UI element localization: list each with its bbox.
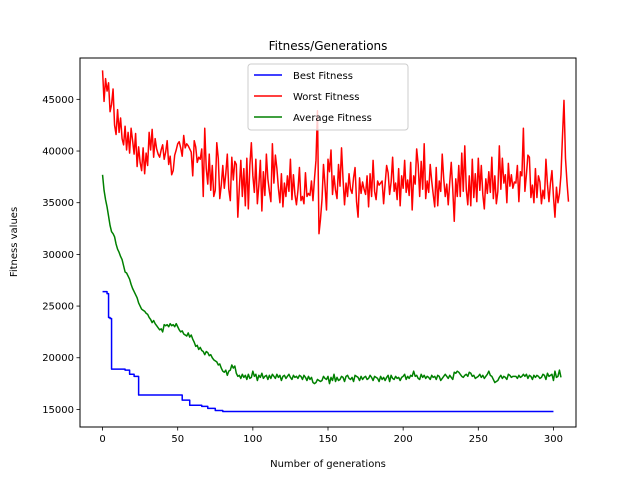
x-tick-label: 200 [394, 434, 413, 445]
x-tick-label: 150 [318, 434, 337, 445]
y-axis-label: Fitness values [9, 207, 20, 277]
legend-label: Average Fitness [293, 113, 372, 124]
plot-lines [101, 70, 570, 413]
series-line-average-fitness [101, 174, 562, 385]
y-tick-label: 30000 [42, 250, 74, 261]
y-tick-label: 20000 [42, 353, 74, 364]
y-tick-label: 35000 [42, 198, 74, 209]
x-tick-label: 50 [171, 434, 184, 445]
legend-label: Best Fitness [293, 71, 353, 82]
legend-box [247, 63, 409, 131]
x-tick-label: 300 [544, 434, 563, 445]
y-tick-label: 45000 [42, 95, 74, 106]
x-tick-label: 0 [99, 434, 105, 445]
y-tick-label: 15000 [42, 405, 74, 416]
x-tick-label: 250 [469, 434, 488, 445]
legend: Best Fitness Worst Fitness Average Fitness [247, 63, 409, 131]
y-tick-label: 40000 [42, 147, 74, 158]
y-axis: 15000 20000 25000 30000 35000 40000 45000 [42, 95, 80, 416]
series-line-best-fitness [102, 290, 554, 413]
x-axis-label: Number of generations [270, 459, 386, 470]
chart-title: Fitness/Generations [269, 39, 388, 53]
series-line-worst-fitness [101, 70, 570, 235]
legend-label: Worst Fitness [293, 92, 359, 103]
x-axis: 0 50 100 150 200 250 300 [99, 427, 563, 445]
y-tick-label: 25000 [42, 302, 74, 313]
x-tick-label: 100 [243, 434, 262, 445]
